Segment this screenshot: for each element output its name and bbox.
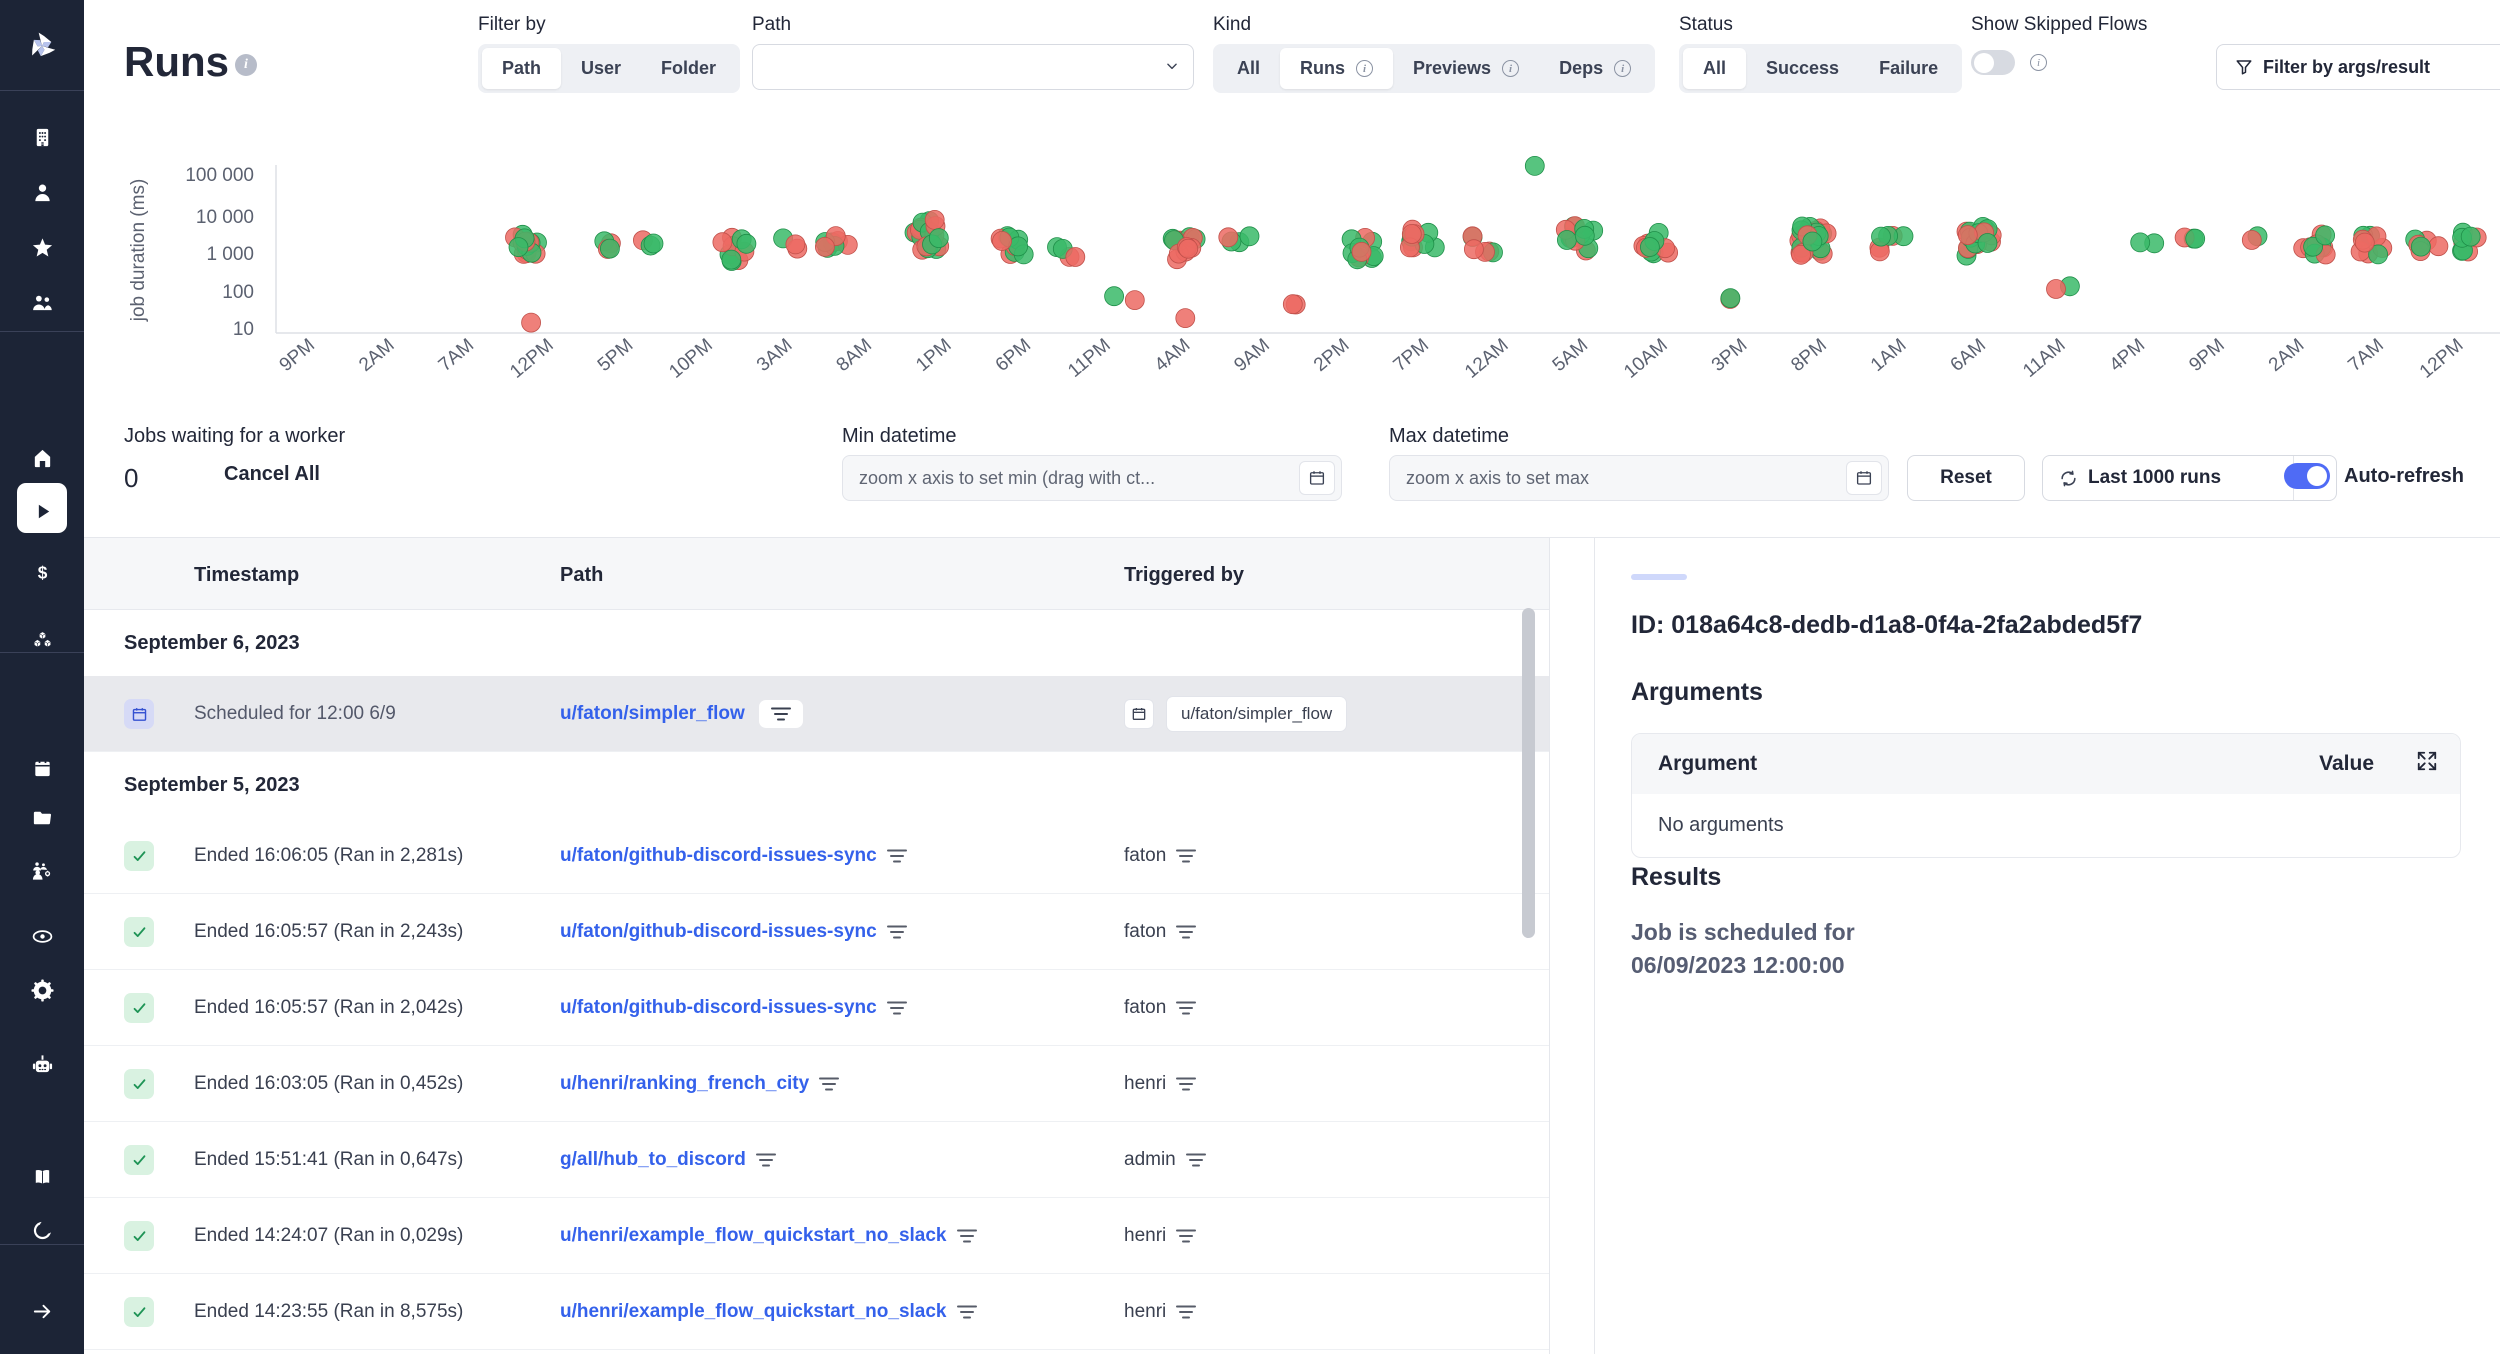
svg-text:1PM: 1PM (912, 335, 955, 376)
svg-text:9PM: 9PM (276, 335, 319, 376)
svg-text:6PM: 6PM (992, 335, 1035, 376)
svg-text:100 000: 100 000 (185, 165, 254, 186)
svg-text:4PM: 4PM (2106, 335, 2149, 376)
svg-text:2PM: 2PM (1310, 335, 1353, 376)
svg-text:11AM: 11AM (2019, 335, 2069, 382)
svg-text:10 000: 10 000 (196, 207, 254, 228)
svg-text:1 000: 1 000 (206, 244, 254, 265)
svg-text:100: 100 (222, 282, 254, 303)
svg-text:2AM: 2AM (355, 335, 398, 376)
svg-text:8PM: 8PM (1787, 335, 1830, 376)
svg-text:9AM: 9AM (1230, 335, 1273, 376)
svg-text:3PM: 3PM (1708, 335, 1751, 376)
svg-text:11PM: 11PM (1064, 335, 1114, 382)
svg-text:5PM: 5PM (594, 335, 637, 376)
svg-text:6AM: 6AM (1947, 335, 1990, 376)
svg-text:4AM: 4AM (1151, 335, 1194, 376)
svg-text:10PM: 10PM (665, 335, 717, 383)
svg-text:10: 10 (233, 319, 254, 340)
svg-text:9PM: 9PM (2185, 335, 2228, 376)
svg-text:12AM: 12AM (1461, 335, 1513, 383)
svg-text:5AM: 5AM (1549, 335, 1592, 376)
svg-text:7PM: 7PM (1390, 335, 1433, 376)
svg-text:$: $ (37, 562, 47, 582)
svg-text:12PM: 12PM (506, 335, 558, 383)
svg-text:12PM: 12PM (2416, 335, 2468, 383)
svg-text:7AM: 7AM (2344, 335, 2387, 376)
svg-text:job duration (ms): job duration (ms) (128, 179, 149, 323)
svg-text:10AM: 10AM (1620, 335, 1672, 383)
svg-text:8AM: 8AM (833, 335, 876, 376)
svg-text:1AM: 1AM (1867, 335, 1910, 376)
svg-text:2AM: 2AM (2265, 335, 2308, 376)
svg-text:3AM: 3AM (753, 335, 796, 376)
svg-text:7AM: 7AM (435, 335, 478, 376)
